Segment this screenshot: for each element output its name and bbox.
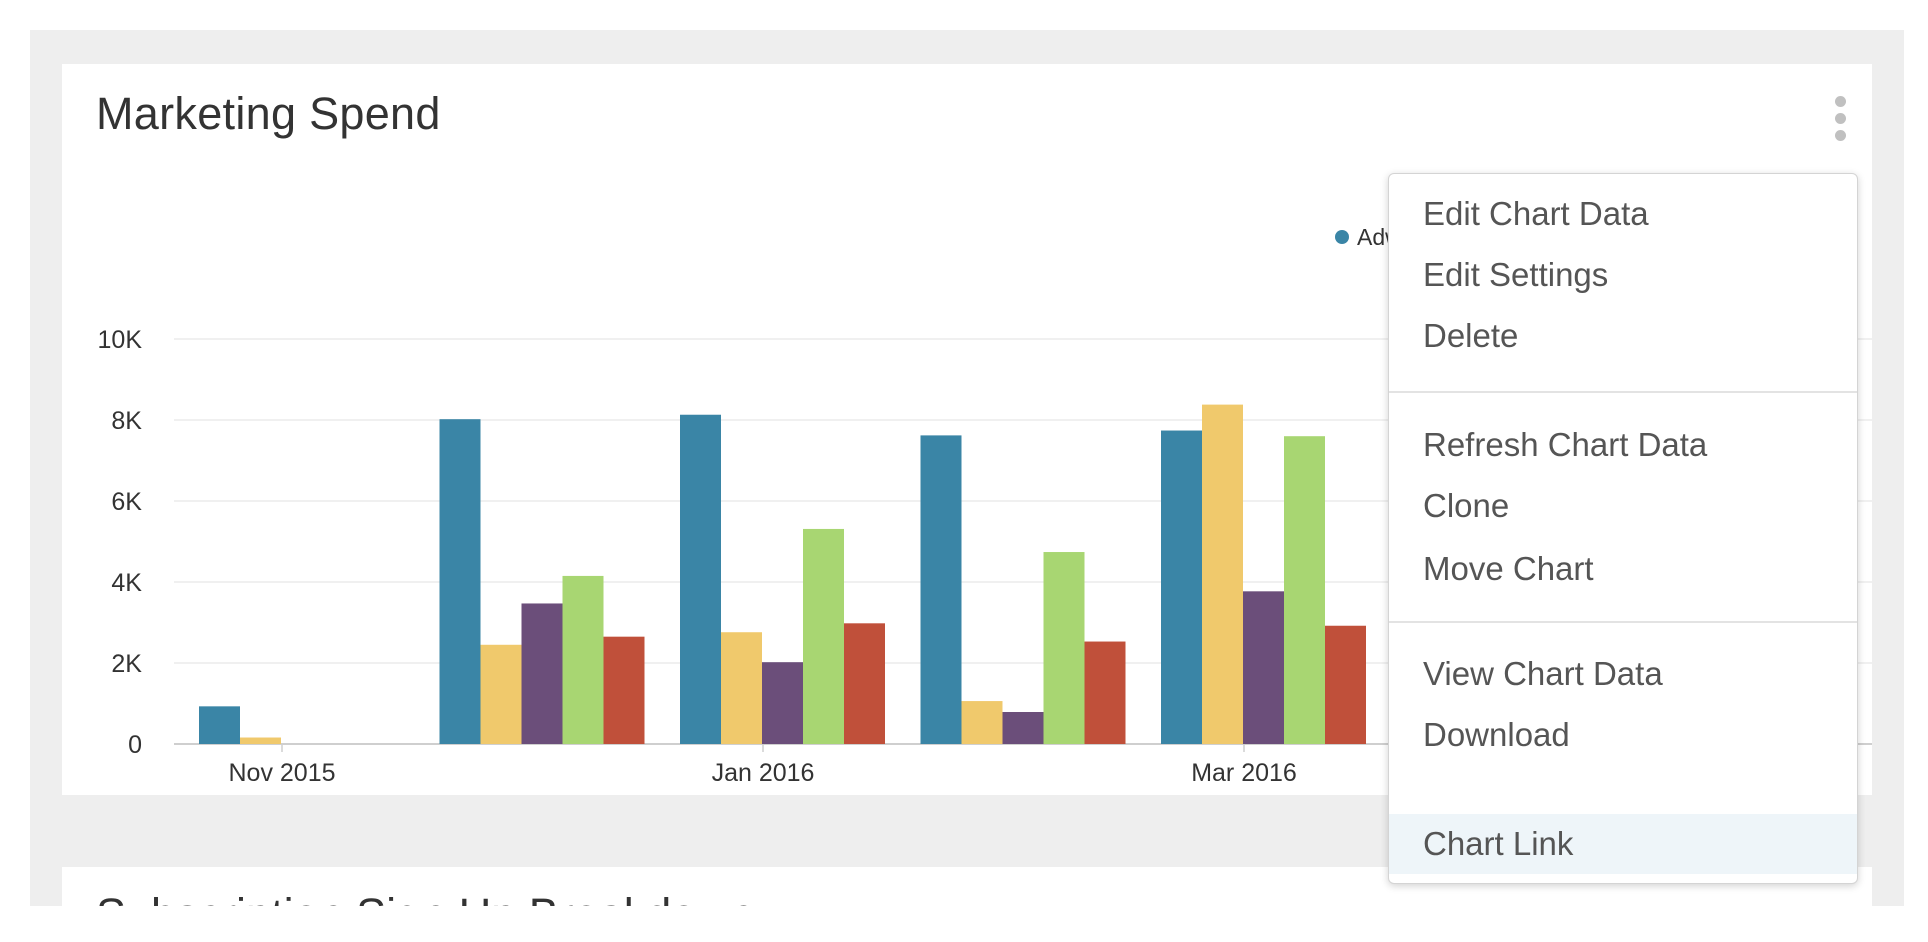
bar <box>920 435 962 744</box>
bar <box>603 636 645 744</box>
bar <box>1325 625 1366 744</box>
x-tick-label: Mar 2016 <box>1191 759 1297 787</box>
bar <box>1202 404 1243 744</box>
bar <box>1161 430 1202 744</box>
menu-item-edit-settings[interactable]: Edit Settings <box>1423 256 1609 293</box>
bar <box>1284 436 1325 744</box>
menu-item-delete[interactable]: Delete <box>1423 317 1519 354</box>
menu-item-move-chart[interactable]: Move Chart <box>1423 550 1594 587</box>
menu-item-chart-link[interactable]: Chart Link <box>1389 814 1857 874</box>
bar <box>803 528 844 744</box>
menu-item-clone[interactable]: Clone <box>1423 487 1510 524</box>
bar <box>439 419 481 744</box>
bar <box>521 603 563 744</box>
bar <box>961 701 1003 744</box>
menu-item-view-chart-data[interactable]: View Chart Data <box>1423 655 1663 692</box>
bar <box>562 575 604 744</box>
next-chart-card: Subscription Sign Up Breakdown <box>62 867 1872 906</box>
chart-title: Marketing Spend <box>96 88 441 139</box>
bar <box>1043 552 1085 744</box>
more-options-icon[interactable] <box>1820 88 1860 148</box>
bar <box>1243 591 1284 744</box>
y-tick-label: 0 <box>128 731 142 759</box>
kebab-dot-icon <box>1834 129 1846 141</box>
y-tick-label: 2K <box>111 650 142 678</box>
kebab-dot-icon <box>1834 112 1846 124</box>
bar <box>721 632 762 744</box>
y-tick-label: 6K <box>111 488 142 516</box>
menu-item-download[interactable]: Download <box>1423 716 1570 753</box>
menu-divider <box>1389 621 1857 623</box>
menu-item-refresh-chart-data[interactable]: Refresh Chart Data <box>1423 426 1708 463</box>
bar <box>844 623 885 744</box>
bar <box>240 737 281 744</box>
chart-options-menu: Edit Chart Data Edit Settings Delete Ref… <box>1388 173 1858 884</box>
bar <box>680 414 721 744</box>
y-tick-label: 8K <box>111 407 142 435</box>
bar <box>762 662 803 744</box>
y-tick-label: 4K <box>111 569 142 597</box>
y-tick-label: 10K <box>98 326 143 354</box>
bar <box>1084 641 1126 744</box>
bar <box>199 706 240 744</box>
legend-dot-icon <box>1335 230 1349 244</box>
menu-divider <box>1389 391 1857 393</box>
kebab-dot-icon <box>1834 95 1846 107</box>
x-tick-label: Jan 2016 <box>712 759 815 787</box>
bar <box>480 644 522 744</box>
next-chart-title: Subscription Sign Up Breakdown <box>96 889 754 906</box>
bar <box>1002 712 1044 744</box>
menu-item-edit-chart-data[interactable]: Edit Chart Data <box>1423 195 1649 232</box>
x-tick-label: Nov 2015 <box>228 759 335 787</box>
